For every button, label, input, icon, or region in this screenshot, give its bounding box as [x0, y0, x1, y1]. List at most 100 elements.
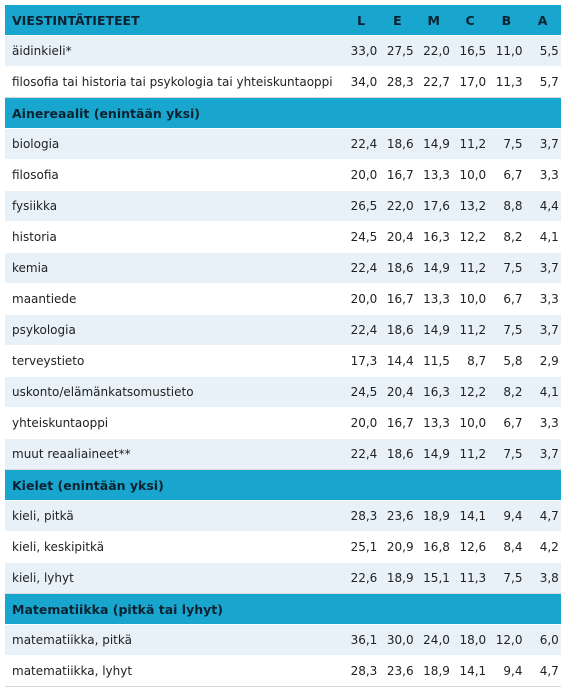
points-cell-a: 4,7 — [524, 509, 560, 523]
points-value: 6,7 — [503, 292, 523, 306]
points-value: 16,3 — [423, 230, 450, 244]
points-cell-m: 13,3 — [416, 168, 452, 182]
points-value: 20,0 — [350, 292, 378, 306]
points-cell-b: 7,5 — [488, 323, 524, 337]
points-value: 8,8 — [503, 199, 523, 213]
points-cell-b: 8,2 — [488, 230, 524, 244]
points-value: 11,3 — [459, 571, 487, 585]
points-cell-l: 34,0 — [343, 75, 379, 89]
points-cell-l: 28,3 — [343, 664, 379, 678]
points-cell-e: 27,5 — [379, 44, 415, 58]
points-value: 7,5 — [503, 447, 523, 461]
points-value: 16,7 — [386, 292, 414, 306]
points-cell-a: 3,8 — [524, 571, 560, 585]
points-cell-l: 22,4 — [343, 323, 379, 337]
points-cell-m: 14,9 — [416, 261, 452, 275]
points-value: 16,3 — [423, 385, 450, 399]
points-value: 33,0 — [350, 44, 378, 58]
points-value: 22,4 — [350, 447, 378, 461]
column-header-a: A — [537, 12, 548, 28]
points-cell-b: 9,4 — [488, 509, 524, 523]
points-value: 3,7 — [539, 137, 559, 151]
table-row: biologia 22,4 18,6 14,9 11,2 7,5 3,7 — [5, 129, 561, 160]
points-value: 26,5 — [350, 199, 378, 213]
points-cell-a: 3,3 — [524, 292, 560, 306]
points-cell-m: 22,7 — [416, 75, 452, 89]
points-value: 25,1 — [350, 540, 378, 554]
points-value: 12,2 — [459, 230, 487, 244]
column-header-l: L — [357, 12, 366, 28]
points-value: 14,9 — [423, 261, 450, 275]
table-row: filosofia tai historia tai psykologia ta… — [5, 67, 561, 98]
points-cell-l: 22,4 — [343, 137, 379, 151]
points-value: 5,8 — [503, 354, 523, 368]
points-value: 8,2 — [503, 385, 523, 399]
table-row: muut reaaliaineet** 22,4 18,6 14,9 11,2 7,5 3,… — [5, 439, 561, 470]
points-cell-a: 3,3 — [524, 416, 560, 430]
points-cell-c: 8,7 — [452, 354, 488, 368]
subject-name: yhteiskuntaoppi — [12, 416, 109, 430]
points-cell-l: 22,4 — [343, 261, 379, 275]
section-header: Ainereaalit (enintään yksi) — [5, 98, 561, 129]
points-value: 13,3 — [423, 292, 450, 306]
points-cell-c: 12,6 — [452, 540, 488, 554]
points-value: 22,0 — [423, 44, 450, 58]
points-value: 3,7 — [539, 261, 559, 275]
points-value: 3,7 — [539, 447, 559, 461]
points-value: 14,9 — [423, 137, 450, 151]
points-cell-l: 22,6 — [343, 571, 379, 585]
points-value: 23,6 — [386, 664, 414, 678]
points-cell-b: 9,4 — [488, 664, 524, 678]
points-cell-c: 11,2 — [452, 323, 488, 337]
points-cell-b: 7,5 — [488, 261, 524, 275]
points-value: 13,2 — [459, 199, 487, 213]
points-value: 10,0 — [459, 168, 487, 182]
points-value: 14,1 — [459, 509, 487, 523]
points-cell-e: 16,7 — [379, 292, 415, 306]
subject-name: matematiikka, pitkä — [12, 633, 132, 647]
points-value: 8,4 — [503, 540, 523, 554]
subject-name: matematiikka, lyhyt — [12, 664, 133, 678]
points-value: 12,0 — [495, 633, 523, 647]
column-header-m: M — [427, 12, 440, 28]
section-title: Kielet (enintään yksi) — [12, 477, 164, 493]
points-value: 4,7 — [539, 509, 559, 523]
points-value: 6,7 — [503, 416, 523, 430]
points-cell-b: 7,5 — [488, 137, 524, 151]
points-cell-b: 5,8 — [488, 354, 524, 368]
points-cell-l: 24,5 — [343, 385, 379, 399]
points-cell-e: 20,4 — [379, 230, 415, 244]
points-cell-m: 16,3 — [416, 385, 452, 399]
points-value: 28,3 — [350, 664, 378, 678]
table-row: historia 24,5 20,4 16,3 12,2 8,2 4,1 — [5, 222, 561, 253]
subject-name: kieli, keskipitkä — [12, 540, 105, 554]
points-cell-c: 16,5 — [452, 44, 488, 58]
points-cell-c: 18,0 — [452, 633, 488, 647]
points-cell-m: 18,9 — [416, 509, 452, 523]
points-value: 16,7 — [386, 416, 414, 430]
points-cell-a: 5,5 — [524, 44, 560, 58]
points-value: 18,6 — [386, 137, 414, 151]
points-value: 18,9 — [423, 509, 450, 523]
points-cell-l: 17,3 — [343, 354, 379, 368]
points-cell-b: 7,5 — [488, 571, 524, 585]
points-value: 11,5 — [423, 354, 450, 368]
points-cell-m: 17,6 — [416, 199, 452, 213]
subject-name: muut reaaliaineet** — [12, 447, 131, 461]
points-value: 7,5 — [503, 261, 523, 275]
points-value: 3,3 — [539, 292, 559, 306]
points-value: 24,0 — [423, 633, 450, 647]
points-cell-a: 4,1 — [524, 230, 560, 244]
points-cell-b: 8,2 — [488, 385, 524, 399]
points-cell-a: 4,7 — [524, 664, 560, 678]
points-cell-m: 14,9 — [416, 447, 452, 461]
table-row: psykologia 22,4 18,6 14,9 11,2 7,5 3,7 — [5, 315, 561, 346]
points-cell-l: 36,1 — [343, 633, 379, 647]
points-cell-l: 20,0 — [343, 416, 379, 430]
points-value: 5,5 — [539, 44, 559, 58]
points-value: 18,0 — [459, 633, 487, 647]
points-cell-c: 10,0 — [452, 168, 488, 182]
points-cell-m: 24,0 — [416, 633, 452, 647]
points-value: 11,0 — [495, 44, 523, 58]
points-value: 12,2 — [459, 385, 487, 399]
